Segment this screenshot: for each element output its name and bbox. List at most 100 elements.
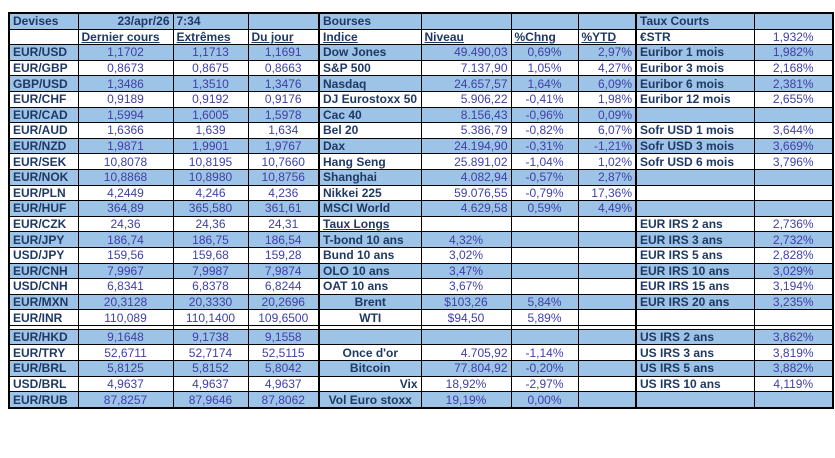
last-price: 0,8673 (77, 59, 174, 77)
index-label: Bund 10 ans (318, 246, 422, 264)
rate-value (753, 106, 834, 124)
level-value: 49.490,03 (420, 44, 512, 61)
pct-change: -0,82% (510, 122, 579, 139)
day-price: 0,8663 (247, 59, 320, 77)
level-value: 4.705,92 (420, 344, 512, 362)
index-label: MSCI World (318, 200, 422, 217)
table-row: EUR/NZD 1,9871 1,9901 1,9767 Dax 24.194,90 -0,… (8, 137, 834, 155)
last-price: 5,8125 (77, 360, 174, 377)
pct-change (510, 328, 579, 346)
extremes-price: 6,8378 (172, 278, 249, 295)
pair-label: GBP/USD (8, 75, 79, 92)
pair-label: EUR/BRL (8, 360, 79, 377)
rate-label: Taux Courts (635, 12, 755, 30)
level-value: $94,50 (420, 309, 512, 326)
table-row: Dernier cours Extrêmes Du jour Indice Niveau… (8, 28, 834, 46)
pct-change: 0,59% (510, 200, 579, 217)
rate-value: 2,736% (753, 215, 834, 233)
level-value: 3,47% (420, 262, 512, 280)
table-row: GBP/USD 1,3486 1,3510 1,3476 Nasdaq 24.657,57… (8, 75, 834, 92)
pct-ytd: 6,09% (577, 75, 637, 92)
index-label: Indice (318, 28, 422, 46)
extremes-price: 20,3330 (172, 293, 249, 311)
last-price: 110,089 (77, 309, 174, 326)
extremes-price: 4,246 (172, 184, 249, 202)
level-value: 77.804,92 (420, 360, 512, 377)
rate-value (753, 391, 834, 409)
extremes-price: 1,6005 (172, 106, 249, 124)
rate-label: Sofr USD 1 mois (635, 122, 755, 139)
index-label: Taux Longs (318, 215, 422, 233)
pct-change: 0,00% (510, 391, 579, 409)
day-price: 9,1558 (247, 328, 320, 346)
table-row: EUR/CNH 7,9967 7,9987 7,9874 OLO 10 ans 3,47%… (8, 262, 834, 280)
pct-ytd (577, 215, 637, 233)
index-label: OLO 10 ans (318, 262, 422, 280)
level-value: 4.629,58 (420, 200, 512, 217)
pct-change: -0,79% (510, 184, 579, 202)
rate-label (635, 309, 755, 326)
extremes-price: 186,75 (172, 231, 249, 248)
level-value (420, 215, 512, 233)
rate-label (635, 106, 755, 124)
last-price: 87,8257 (77, 391, 174, 409)
rate-value (753, 324, 834, 330)
pair-label: EUR/TRY (8, 344, 79, 362)
pct-ytd: 2,97% (577, 44, 637, 61)
rate-label (635, 184, 755, 202)
index-label: Once d'or (318, 344, 422, 362)
extremes-price: 5,8152 (172, 360, 249, 377)
pct-ytd: -1,21% (577, 137, 637, 155)
index-label: OAT 10 ans (318, 278, 422, 295)
rate-value: 3,029% (753, 262, 834, 280)
index-label: Nikkei 225 (318, 184, 422, 202)
pct-change: -0,31% (510, 137, 579, 155)
pair-label: EUR/CAD (8, 106, 79, 124)
pct-ytd (577, 246, 637, 264)
pair-label: EUR/USD (8, 44, 79, 61)
last-price: 9,1648 (77, 328, 174, 346)
rate-label: EUR IRS 15 ans (635, 278, 755, 295)
pct-change: 0,69% (510, 44, 579, 61)
index-label: Vix (318, 375, 422, 393)
rate-label: Euribor 12 mois (635, 90, 755, 108)
day-price: Du jour (247, 28, 320, 46)
index-label: Brent (318, 293, 422, 311)
pair-label: EUR/GBP (8, 59, 79, 77)
table-row: EUR/PLN 4,2449 4,246 4,236 Nikkei 225 59.076,… (8, 184, 834, 202)
extremes-price: 4,9637 (172, 375, 249, 393)
pct-ytd: 4,27% (577, 59, 637, 77)
level-value: 24.657,57 (420, 75, 512, 92)
pct-ytd (577, 391, 637, 409)
rate-value (753, 309, 834, 326)
index-label: S&P 500 (318, 59, 422, 77)
pct-change (510, 231, 579, 248)
day-price: 1,5978 (247, 106, 320, 124)
extremes-price: 7:34 (172, 12, 249, 30)
level-value (420, 328, 512, 346)
rate-label (635, 200, 755, 217)
spacer-row (8, 324, 834, 330)
extremes-price: 10,8195 (172, 153, 249, 170)
level-value: 8.156,43 (420, 106, 512, 124)
table-row: EUR/AUD 1,6366 1,639 1,634 Bel 20 5.386,79 -0,… (8, 122, 834, 139)
pct-change: 5,84% (510, 293, 579, 311)
day-price: 109,6500 (247, 309, 320, 326)
pair-label: EUR/RUB (8, 391, 79, 409)
extremes-price: 0,9192 (172, 90, 249, 108)
extremes-price: 1,1713 (172, 44, 249, 61)
pct-ytd (577, 231, 637, 248)
extremes-price: 365,580 (172, 200, 249, 217)
market-table: Devises 23/apr/26 7:34 Bourses Taux Courts De… (8, 12, 834, 409)
table-row: USD/JPY 159,56 159,68 159,28 Bund 10 ans 3,02… (8, 246, 834, 264)
last-price: 364,89 (77, 200, 174, 217)
pct-ytd (577, 262, 637, 280)
rate-label: €STR (635, 28, 755, 46)
extremes-price: 10,8980 (172, 168, 249, 186)
rate-label: Sofr USD 6 mois (635, 153, 755, 170)
market-table-body: Devises 23/apr/26 7:34 Bourses Taux Courts De… (8, 12, 834, 409)
extremes-price: 9,1738 (172, 328, 249, 346)
pair-label: EUR/NOK (8, 168, 79, 186)
pct-ytd (577, 309, 637, 326)
table-row: EUR/JPY 186,74 186,75 186,54 T-bond 10 ans 4,… (8, 231, 834, 248)
